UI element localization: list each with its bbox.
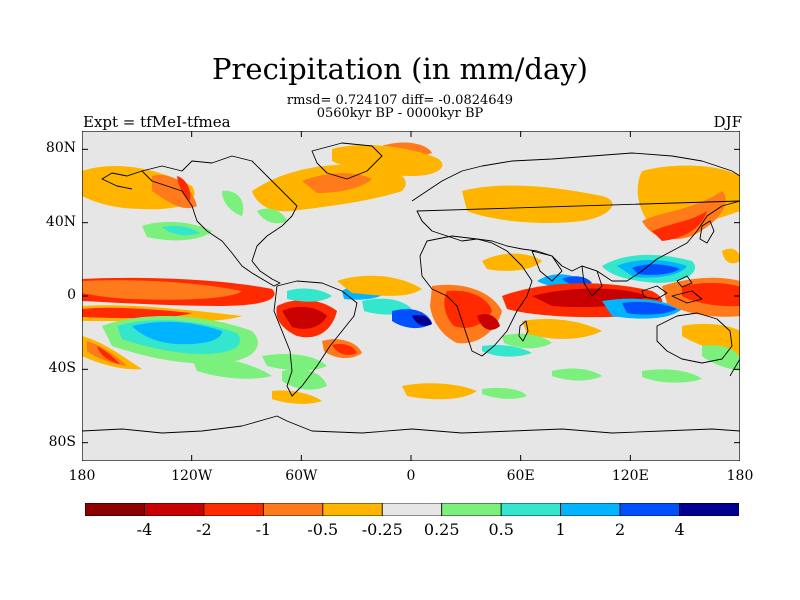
colorbar-label: -1 xyxy=(255,520,272,539)
lat-tick-label: 40N xyxy=(45,213,76,230)
colorbar-label: 2 xyxy=(614,520,626,539)
colorbar-swatch xyxy=(144,503,205,516)
colorbar-label: -2 xyxy=(196,520,212,539)
time-period: 0560kyr BP - 0000kyr BP xyxy=(316,106,484,121)
colorbar-label: 1 xyxy=(555,520,566,539)
colorbar-label: -0.25 xyxy=(361,520,403,539)
colorbar-label: 0.5 xyxy=(488,520,514,539)
lon-tick-label: 0 xyxy=(406,468,416,484)
colorbar-swatch xyxy=(203,503,264,516)
lon-tick-label: 180 xyxy=(726,468,754,484)
anomaly-patches xyxy=(82,142,740,404)
precipitation-map xyxy=(82,131,740,461)
lon-tick-label: 180 xyxy=(68,468,96,484)
colorbar-label: 4 xyxy=(674,520,685,539)
lon-tick-label: 120W xyxy=(171,468,213,484)
rmsd-diff-stats: rmsd= 0.724107 diff= -0.0824649 xyxy=(286,93,514,108)
lat-tick-label: 40S xyxy=(48,360,76,377)
colorbar-swatch xyxy=(500,503,562,516)
colorbar-swatch xyxy=(381,503,443,516)
lat-tick-label: 0 xyxy=(67,287,76,303)
season-label: DJF xyxy=(713,113,742,131)
lon-tick-label: 60W xyxy=(285,468,318,484)
lat-tick-label: 80S xyxy=(48,433,76,450)
colorbar-swatch xyxy=(322,503,383,516)
colorbar-label: 0.25 xyxy=(423,520,460,539)
colorbar-swatch xyxy=(85,503,145,516)
map-title: Precipitation (in mm/day) xyxy=(212,52,588,86)
experiment-label: Expt = tfMeI-tfmea xyxy=(83,113,231,131)
lon-tick-label: 60E xyxy=(506,468,535,484)
colorbar-swatch xyxy=(441,503,502,516)
colorbar-swatch xyxy=(262,503,324,516)
lat-tick-label: 80N xyxy=(45,140,76,157)
colorbar xyxy=(85,503,739,516)
colorbar-swatch xyxy=(619,503,680,516)
colorbar-swatch xyxy=(679,503,739,516)
colorbar-swatch xyxy=(560,503,621,516)
colorbar-label: -0.5 xyxy=(307,520,339,539)
colorbar-label: -4 xyxy=(136,520,153,539)
lon-tick-label: 120E xyxy=(611,468,649,484)
